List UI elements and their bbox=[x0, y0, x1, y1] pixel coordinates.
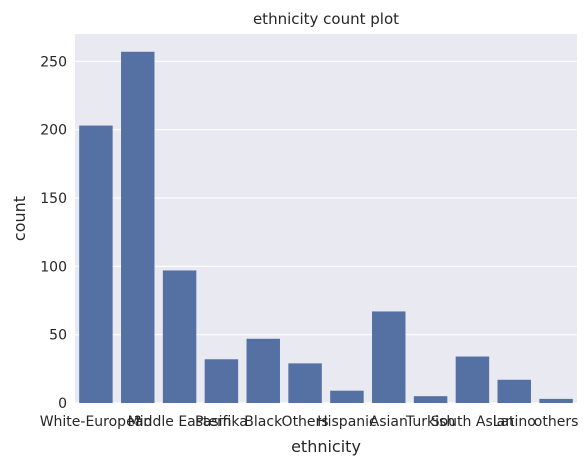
y-tick-label: 0 bbox=[58, 396, 67, 412]
x-tick-label: Pasifika bbox=[195, 414, 248, 430]
x-tick-label: others bbox=[534, 414, 579, 430]
x-tick-label: Black bbox=[244, 414, 283, 430]
bar-0 bbox=[79, 125, 113, 404]
bar-5 bbox=[288, 363, 322, 403]
x-tick-label: ? bbox=[134, 414, 141, 430]
bar-2 bbox=[162, 270, 197, 403]
y-tick-label: 100 bbox=[40, 259, 67, 275]
bar-8 bbox=[413, 396, 448, 403]
bars bbox=[79, 51, 573, 404]
bar-11 bbox=[539, 398, 573, 403]
x-tick-label: Asian bbox=[370, 414, 408, 430]
bar-1 bbox=[121, 51, 155, 404]
y-axis-label: count bbox=[10, 196, 29, 241]
x-tick-label: Latino bbox=[493, 414, 536, 430]
y-tick-label: 50 bbox=[49, 328, 67, 344]
x-tick-label: Others bbox=[282, 414, 329, 430]
x-tick-label: Hispanic bbox=[317, 414, 377, 430]
x-tick-label: White-European bbox=[40, 414, 152, 430]
bar-9 bbox=[455, 356, 490, 403]
x-tick-label: South Asian bbox=[431, 414, 514, 430]
bar-7 bbox=[372, 311, 406, 403]
gridlines bbox=[75, 60, 577, 404]
bar-6 bbox=[330, 390, 364, 403]
y-tick-label: 250 bbox=[40, 54, 67, 70]
x-tick-label: Turkish bbox=[405, 414, 455, 430]
y-tick-label: 200 bbox=[40, 123, 67, 139]
y-tick-label: 150 bbox=[40, 191, 67, 207]
x-tick-labels: White-European?Middle EasternPasifikaBla… bbox=[40, 414, 579, 430]
chart-title: ethnicity count plot bbox=[253, 10, 399, 28]
y-tick-labels: 0 50 100 150 200 250 bbox=[40, 54, 67, 412]
x-axis-label: ethnicity bbox=[291, 437, 361, 456]
bar-10 bbox=[497, 379, 531, 403]
plot-area-background bbox=[75, 34, 577, 403]
bar-4 bbox=[246, 338, 280, 403]
bar-3 bbox=[204, 359, 239, 403]
x-tick-label: Middle Eastern bbox=[128, 414, 232, 430]
